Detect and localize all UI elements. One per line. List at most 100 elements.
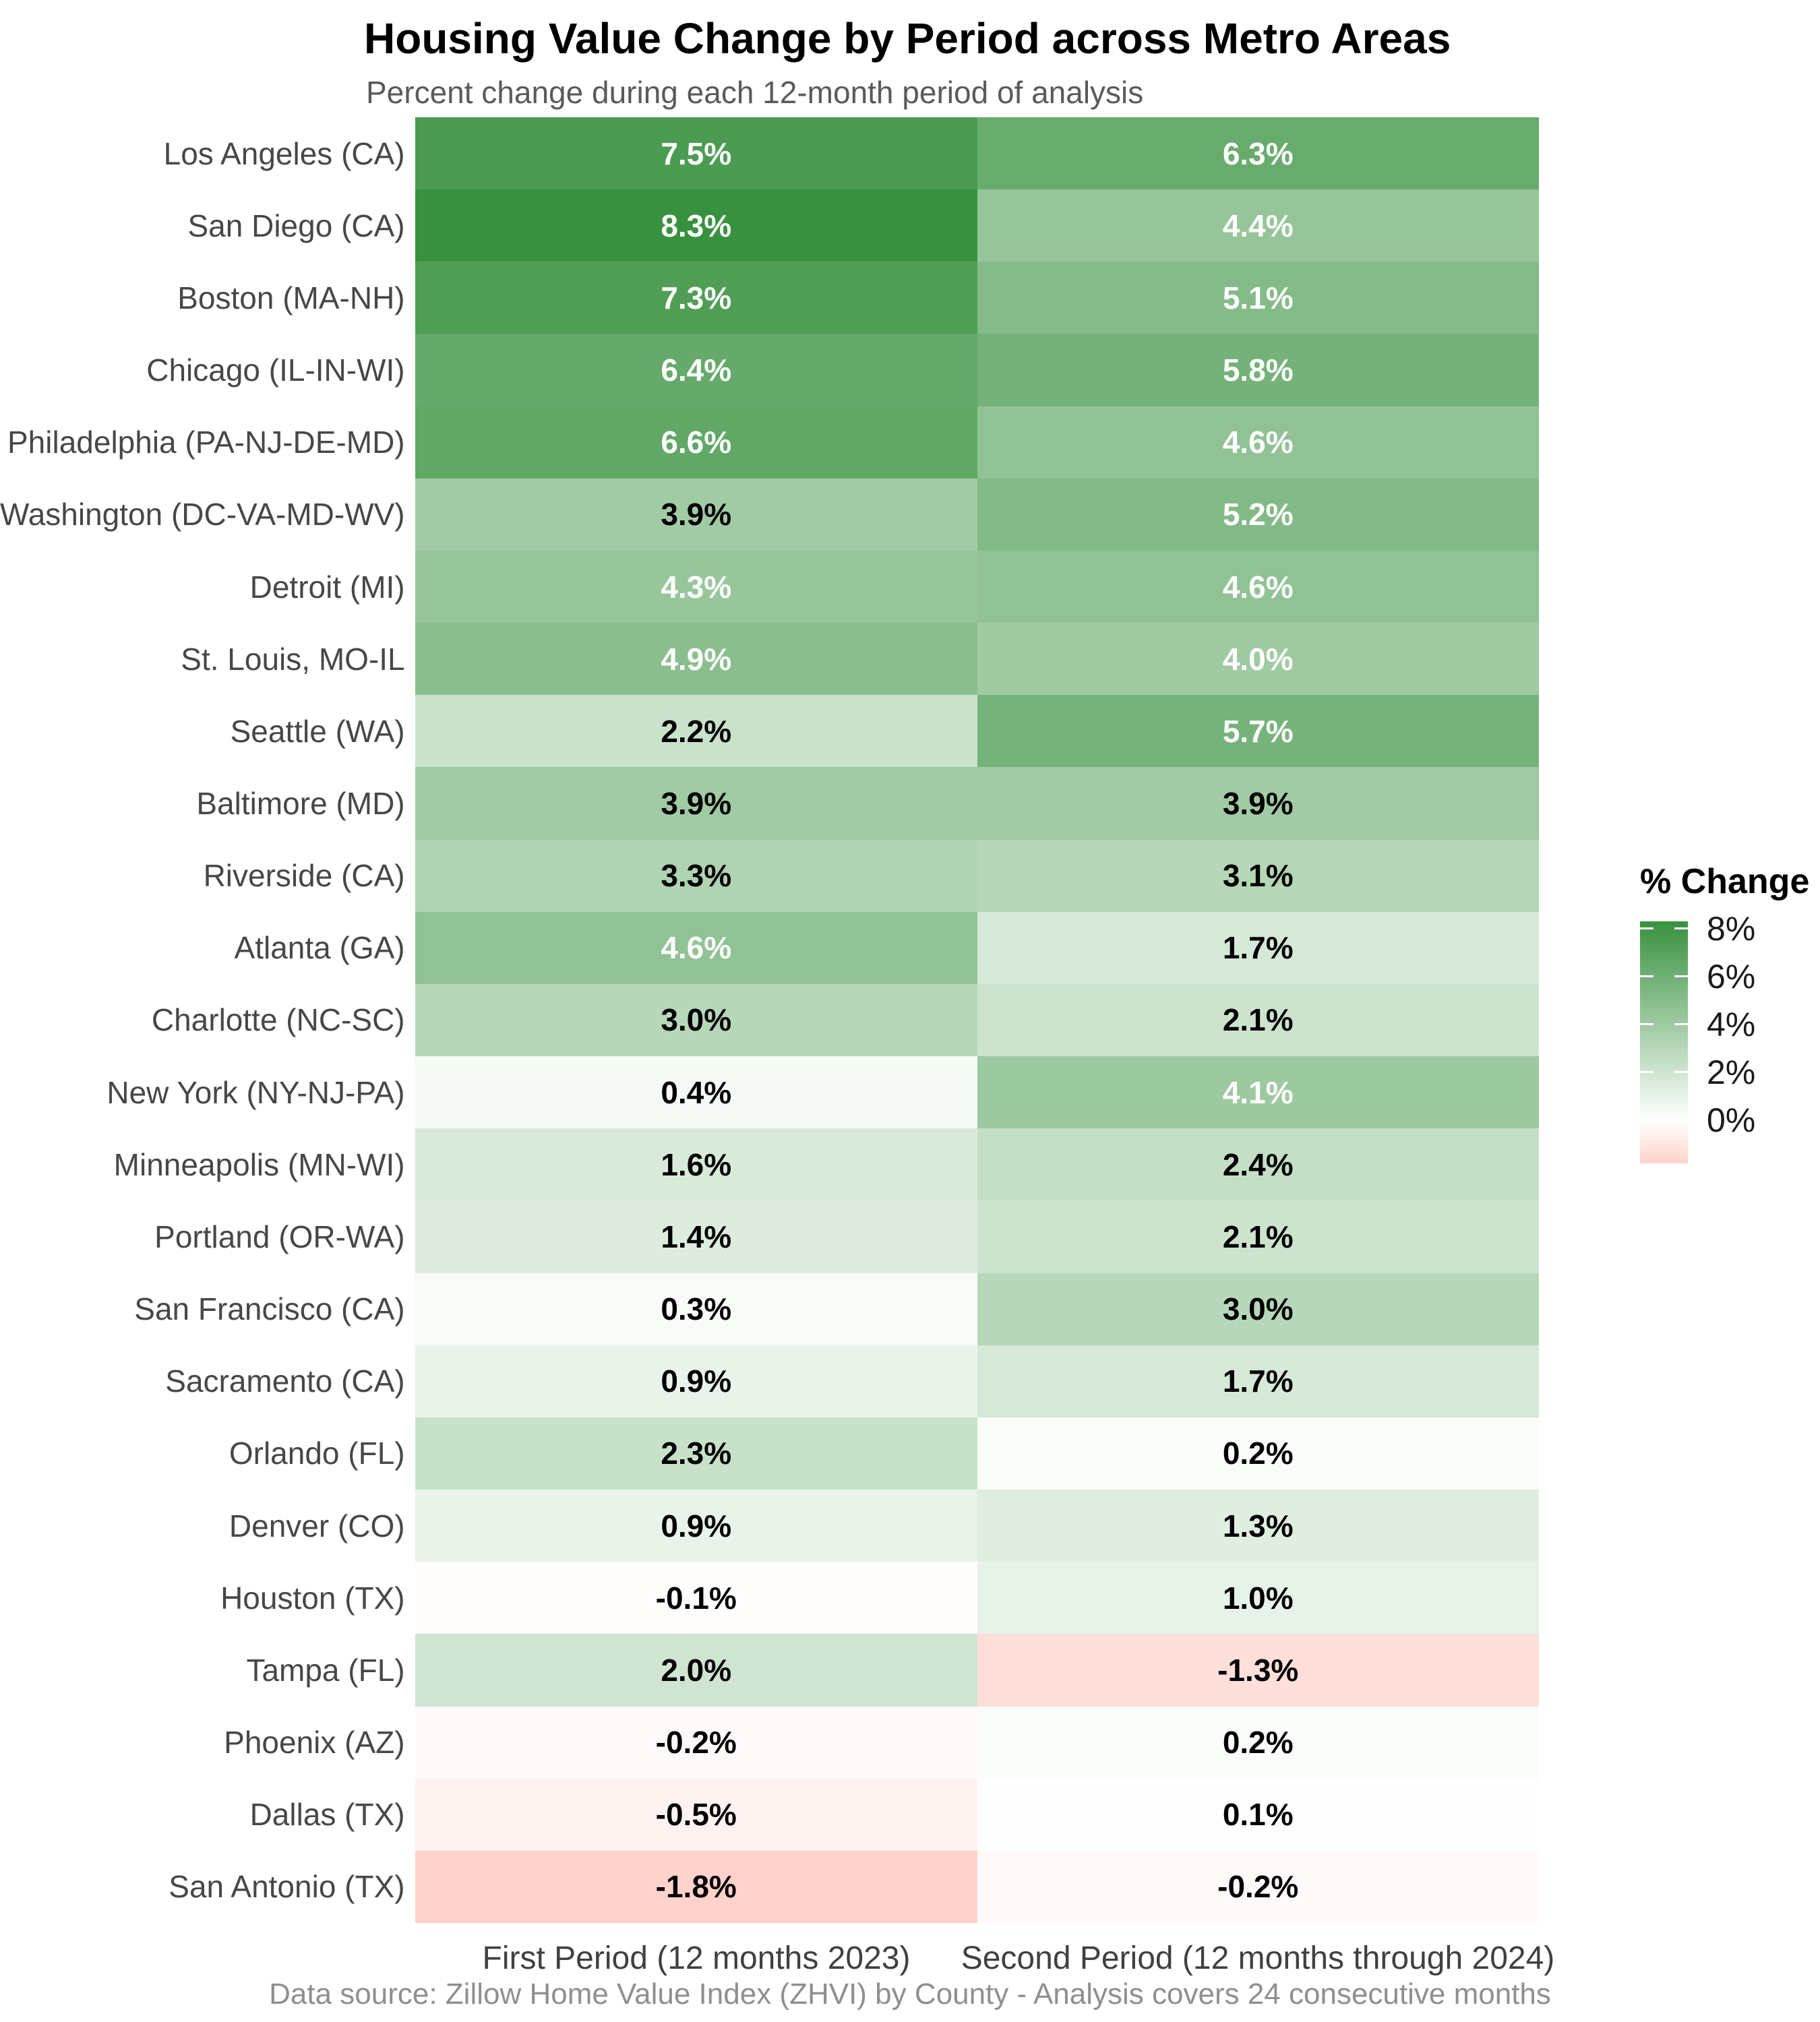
heatmap-cell: 0.9% bbox=[415, 1345, 977, 1417]
legend-tick-mark bbox=[1674, 927, 1688, 930]
row-label: New York (NY-NJ-PA) bbox=[107, 1074, 405, 1110]
heatmap-cell: 8.3% bbox=[415, 189, 977, 262]
row-label: San Antonio (TX) bbox=[169, 1869, 405, 1905]
row-label: St. Louis, MO-IL bbox=[181, 641, 405, 677]
row-label: Sacramento (CA) bbox=[165, 1364, 405, 1399]
legend-tick-mark bbox=[1674, 1023, 1688, 1026]
heatmap-cell: 6.3% bbox=[977, 117, 1539, 190]
heatmap-cell: 2.2% bbox=[415, 695, 977, 768]
heatmap-cell: 0.2% bbox=[977, 1706, 1539, 1779]
heatmap-cell: 0.3% bbox=[415, 1273, 977, 1345]
row-label: Dallas (TX) bbox=[249, 1797, 405, 1833]
heatmap-cell: 5.7% bbox=[977, 695, 1539, 768]
heatmap-cell: 5.1% bbox=[977, 262, 1539, 334]
heatmap-cell: -0.2% bbox=[977, 1850, 1539, 1923]
row-label: Minneapolis (MN-WI) bbox=[113, 1146, 405, 1182]
legend-tick-mark bbox=[1674, 975, 1688, 978]
heatmap-cell: 3.0% bbox=[977, 1273, 1539, 1345]
row-label: Denver (CO) bbox=[229, 1508, 405, 1543]
x-axis-label-second-period: Second Period (12 months through 2024) bbox=[961, 1940, 1555, 1976]
heatmap-cell: 1.7% bbox=[977, 1345, 1539, 1417]
row-label: Phoenix (AZ) bbox=[224, 1725, 405, 1760]
heatmap-cell: 7.3% bbox=[415, 262, 977, 334]
heatmap-cell: 1.0% bbox=[977, 1562, 1539, 1634]
legend-tick-label: 0% bbox=[1707, 1101, 1756, 1140]
heatmap-cell: 0.4% bbox=[415, 1056, 977, 1129]
legend-tick-mark bbox=[1640, 1071, 1654, 1074]
chart-subtitle: Percent change during each 12-month peri… bbox=[366, 75, 1144, 110]
legend-tick-mark bbox=[1640, 1119, 1654, 1122]
row-label: Chicago (IL-IN-WI) bbox=[146, 353, 405, 388]
row-label: Detroit (MI) bbox=[249, 569, 405, 605]
heatmap-cell: 4.6% bbox=[415, 911, 977, 984]
x-axis-label-first-period: First Period (12 months 2023) bbox=[482, 1940, 911, 1976]
heatmap-cell: 4.1% bbox=[977, 1056, 1539, 1129]
row-label: Los Angeles (CA) bbox=[163, 135, 405, 171]
heatmap-cell: 5.8% bbox=[977, 334, 1539, 406]
heatmap-cell: 0.2% bbox=[977, 1417, 1539, 1490]
legend-tick-mark bbox=[1640, 927, 1654, 930]
data-source-caption: Data source: Zillow Home Value Index (ZH… bbox=[269, 1978, 1551, 2011]
row-label: Riverside (CA) bbox=[203, 858, 405, 894]
heatmap-cell: -0.5% bbox=[415, 1778, 977, 1851]
legend-tick-mark bbox=[1674, 1119, 1688, 1122]
heatmap-cell: -1.8% bbox=[415, 1850, 977, 1923]
heatmap-cell: 3.3% bbox=[415, 839, 977, 912]
row-label: Orlando (FL) bbox=[229, 1436, 405, 1471]
heatmap-cell: 2.1% bbox=[977, 983, 1539, 1057]
row-label: San Francisco (CA) bbox=[134, 1291, 405, 1327]
row-label: Boston (MA-NH) bbox=[177, 280, 405, 315]
row-label: Philadelphia (PA-NJ-DE-MD) bbox=[7, 425, 405, 460]
legend-gradient-bar bbox=[1640, 921, 1688, 1163]
legend-title: % Change bbox=[1640, 862, 1810, 901]
heatmap-cell: 4.6% bbox=[977, 550, 1539, 623]
chart-title: Housing Value Change by Period across Me… bbox=[364, 14, 1451, 63]
row-label: Tampa (FL) bbox=[246, 1652, 405, 1688]
heatmap-cell: 2.4% bbox=[977, 1128, 1539, 1201]
row-label: Seattle (WA) bbox=[230, 713, 405, 749]
heatmap-cell: 1.3% bbox=[977, 1490, 1539, 1562]
row-label: Houston (TX) bbox=[220, 1580, 405, 1616]
heatmap-cell: 2.1% bbox=[977, 1200, 1539, 1273]
row-label: Portland (OR-WA) bbox=[154, 1219, 405, 1254]
heatmap-cell: 4.4% bbox=[977, 189, 1539, 262]
heatmap-cell: 3.9% bbox=[415, 478, 977, 551]
legend-tick-label: 2% bbox=[1707, 1053, 1756, 1091]
legend-tick-label: 8% bbox=[1707, 909, 1756, 948]
heatmap-cell: 4.3% bbox=[415, 550, 977, 623]
legend-tick-label: 4% bbox=[1707, 1005, 1756, 1043]
heatmap-cell: 4.0% bbox=[977, 623, 1539, 696]
row-label: Atlanta (GA) bbox=[234, 930, 405, 966]
heatmap-cell: -0.1% bbox=[415, 1562, 977, 1634]
legend-tick-mark bbox=[1674, 1071, 1688, 1074]
heatmap-cell: 6.6% bbox=[415, 406, 977, 479]
heatmap-cell: 3.1% bbox=[977, 839, 1539, 912]
heatmap-cell: 7.5% bbox=[415, 117, 977, 190]
heatmap-cell: 4.9% bbox=[415, 623, 977, 696]
row-label: San Diego (CA) bbox=[187, 208, 405, 243]
heatmap-cell: 0.9% bbox=[415, 1490, 977, 1562]
heatmap-cell: 1.4% bbox=[415, 1200, 977, 1273]
heatmap-cell: 4.6% bbox=[977, 406, 1539, 479]
heatmap-cell: -0.2% bbox=[415, 1706, 977, 1779]
heatmap-cell: 1.6% bbox=[415, 1128, 977, 1201]
heatmap-cell: 2.0% bbox=[415, 1634, 977, 1707]
heatmap-cell: 3.9% bbox=[415, 767, 977, 840]
legend-tick-mark bbox=[1640, 975, 1654, 978]
row-label: Washington (DC-VA-MD-WV) bbox=[0, 497, 405, 532]
y-axis-labels: Los Angeles (CA) San Diego (CA) Boston (MA… bbox=[0, 117, 405, 1923]
row-label: Baltimore (MD) bbox=[196, 786, 405, 822]
heatmap-cell: 3.0% bbox=[415, 983, 977, 1057]
heatmap-cell: -1.3% bbox=[977, 1634, 1539, 1707]
heatmap-cell: 2.3% bbox=[415, 1417, 977, 1490]
row-label: Charlotte (NC-SC) bbox=[151, 1002, 405, 1038]
heatmap-panel: 7.5% 6.3% 8.3% 4.4% 7.3% 5.1% 6.4% 5.8% 6.6% 4.6%… bbox=[415, 117, 1539, 1923]
heatmap-cell: 1.7% bbox=[977, 911, 1539, 984]
legend-tick-mark bbox=[1640, 1023, 1654, 1026]
heatmap-cell: 5.2% bbox=[977, 478, 1539, 551]
legend-tick-label: 6% bbox=[1707, 957, 1756, 995]
heatmap-cell: 3.9% bbox=[977, 767, 1539, 840]
heatmap-cell: 0.1% bbox=[977, 1778, 1539, 1851]
heatmap-cell: 6.4% bbox=[415, 334, 977, 406]
